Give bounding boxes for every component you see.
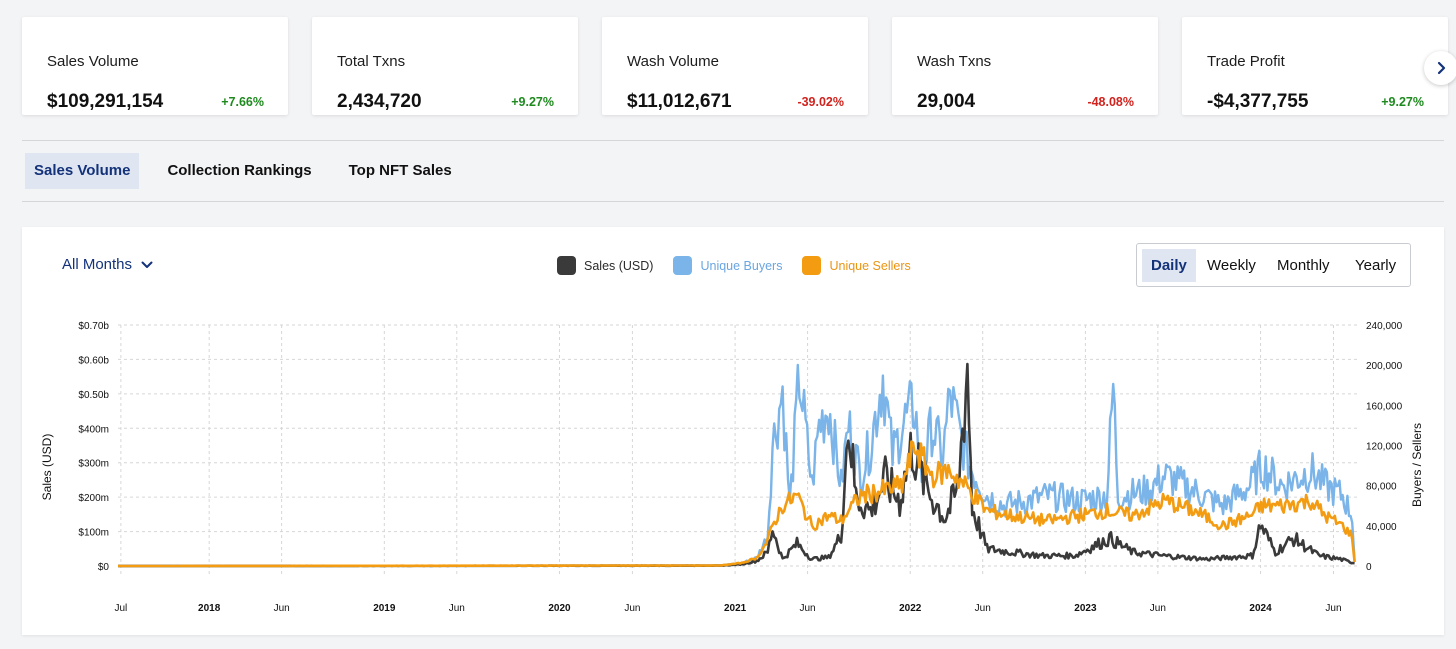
sales-chart: $0 $100m $200m $300m $400m $0.50b $0.60b $0.70b… xyxy=(40,321,1424,614)
y-right-tick-label: 160,000 xyxy=(1366,401,1403,412)
y-left-tick-label: $0.50b xyxy=(78,390,109,401)
stat-change: -39.02% xyxy=(797,95,844,109)
tab-sales-volume[interactable]: Sales Volume xyxy=(25,153,140,189)
x-tick-label: Jun xyxy=(975,603,991,614)
stat-label: Wash Volume xyxy=(627,53,719,70)
series-line-unique-sellers xyxy=(118,440,1356,568)
months-dropdown[interactable]: All Months xyxy=(62,256,153,273)
y-left-tick-label: $200m xyxy=(78,493,109,504)
chart-ticks: $0 $100m $200m $300m $400m $0.50b $0.60b $0.70b… xyxy=(78,321,1402,614)
x-tick-label: Jun xyxy=(449,603,465,614)
x-tick-label: 2019 xyxy=(373,603,396,614)
x-tick-label: 2018 xyxy=(198,603,221,614)
stat-value: $109,291,154 xyxy=(47,91,164,112)
x-tick-label: Jul xyxy=(114,603,127,614)
y-axis-right-label: Buyers / Sellers xyxy=(1410,423,1424,507)
x-tick-label: Jun xyxy=(624,603,640,614)
y-left-tick-label: $0.70b xyxy=(78,321,109,332)
y-left-tick-label: $300m xyxy=(78,459,109,470)
y-right-tick-label: 200,000 xyxy=(1366,361,1403,372)
chart-panel: All Months Sales (USD) Unique Buyers Uni… xyxy=(22,227,1444,635)
y-left-tick-label: $400m xyxy=(78,424,109,435)
y-right-tick-label: 40,000 xyxy=(1366,522,1397,533)
legend-label: Unique Sellers xyxy=(829,258,911,273)
chevron-down-icon xyxy=(141,261,153,268)
chevron-right-icon xyxy=(1437,61,1446,75)
view-tabs: Sales Volume Collection Rankings Top NFT… xyxy=(25,153,480,189)
y-left-tick-label: $100m xyxy=(78,528,109,539)
stat-change: +7.66% xyxy=(221,95,264,109)
legend-item-sellers[interactable]: Unique Sellers xyxy=(802,256,911,275)
stat-card-wash-txns: Wash Txns 29,004 -48.08% xyxy=(892,17,1158,115)
stat-value: -$4,377,755 xyxy=(1207,91,1309,112)
legend-swatch xyxy=(802,256,822,275)
legend-item-buyers[interactable]: Unique Buyers xyxy=(673,256,782,275)
period-selector: Daily Weekly Monthly Yearly xyxy=(1136,243,1411,287)
period-daily-button[interactable]: Daily xyxy=(1142,249,1196,282)
x-tick-label: Jun xyxy=(274,603,290,614)
stat-change: -48.08% xyxy=(1087,95,1134,109)
x-tick-label: 2023 xyxy=(1074,603,1097,614)
chart-grid xyxy=(118,324,1357,574)
x-tick-label: 2024 xyxy=(1249,603,1272,614)
stat-card-total-txns: Total Txns 2,434,720 +9.27% xyxy=(312,17,578,115)
y-right-tick-label: 120,000 xyxy=(1366,442,1403,453)
x-tick-label: 2021 xyxy=(724,603,747,614)
tab-collection-rankings[interactable]: Collection Rankings xyxy=(167,162,312,179)
stat-change: +9.27% xyxy=(1381,95,1424,109)
y-axis-left-label: Sales (USD) xyxy=(40,434,54,501)
x-tick-label: 2020 xyxy=(548,603,571,614)
stat-card-trade-profit: Trade Profit -$4,377,755 +9.27% xyxy=(1182,17,1448,115)
legend-label: Unique Buyers xyxy=(700,258,783,273)
stat-change: +9.27% xyxy=(511,95,554,109)
y-right-tick-label: 80,000 xyxy=(1366,482,1397,493)
y-right-tick-label: 0 xyxy=(1366,562,1372,573)
legend-label: Sales (USD) xyxy=(584,258,654,273)
period-monthly-button[interactable]: Monthly xyxy=(1277,257,1330,274)
x-tick-label: Jun xyxy=(1150,603,1166,614)
divider xyxy=(22,201,1444,202)
months-dropdown-label: All Months xyxy=(62,256,133,273)
stat-label: Sales Volume xyxy=(47,53,139,70)
period-yearly-button[interactable]: Yearly xyxy=(1355,257,1397,274)
x-tick-label: Jun xyxy=(1325,603,1341,614)
chart-series xyxy=(118,362,1356,568)
stat-card-wash-volume: Wash Volume $11,012,671 -39.02% xyxy=(602,17,868,115)
y-left-tick-label: $0 xyxy=(98,562,110,573)
stats-cards: Sales Volume $109,291,154 +7.66% Total T… xyxy=(0,0,1456,130)
stat-label: Trade Profit xyxy=(1207,53,1285,70)
stat-card-sales-volume: Sales Volume $109,291,154 +7.66% xyxy=(22,17,288,115)
stat-value: 29,004 xyxy=(917,91,976,112)
y-left-tick-label: $0.60b xyxy=(78,355,109,366)
next-cards-button[interactable] xyxy=(1424,51,1456,85)
legend-swatch xyxy=(557,256,576,275)
legend-swatch xyxy=(673,256,693,275)
x-tick-label: 2022 xyxy=(899,603,922,614)
divider xyxy=(22,140,1444,141)
stat-value: 2,434,720 xyxy=(337,91,422,112)
legend-item-sales[interactable]: Sales (USD) xyxy=(557,256,653,275)
y-right-tick-label: 240,000 xyxy=(1366,321,1403,332)
stat-label: Wash Txns xyxy=(917,53,992,70)
series-line-unique-buyers xyxy=(118,363,1356,568)
chart-legend: Sales (USD) Unique Buyers Unique Sellers xyxy=(557,256,931,275)
stat-value: $11,012,671 xyxy=(627,91,732,112)
x-tick-label: Jun xyxy=(799,603,815,614)
period-weekly-button[interactable]: Weekly xyxy=(1207,257,1256,274)
tab-top-nft-sales[interactable]: Top NFT Sales xyxy=(348,162,452,179)
stat-label: Total Txns xyxy=(337,53,406,70)
